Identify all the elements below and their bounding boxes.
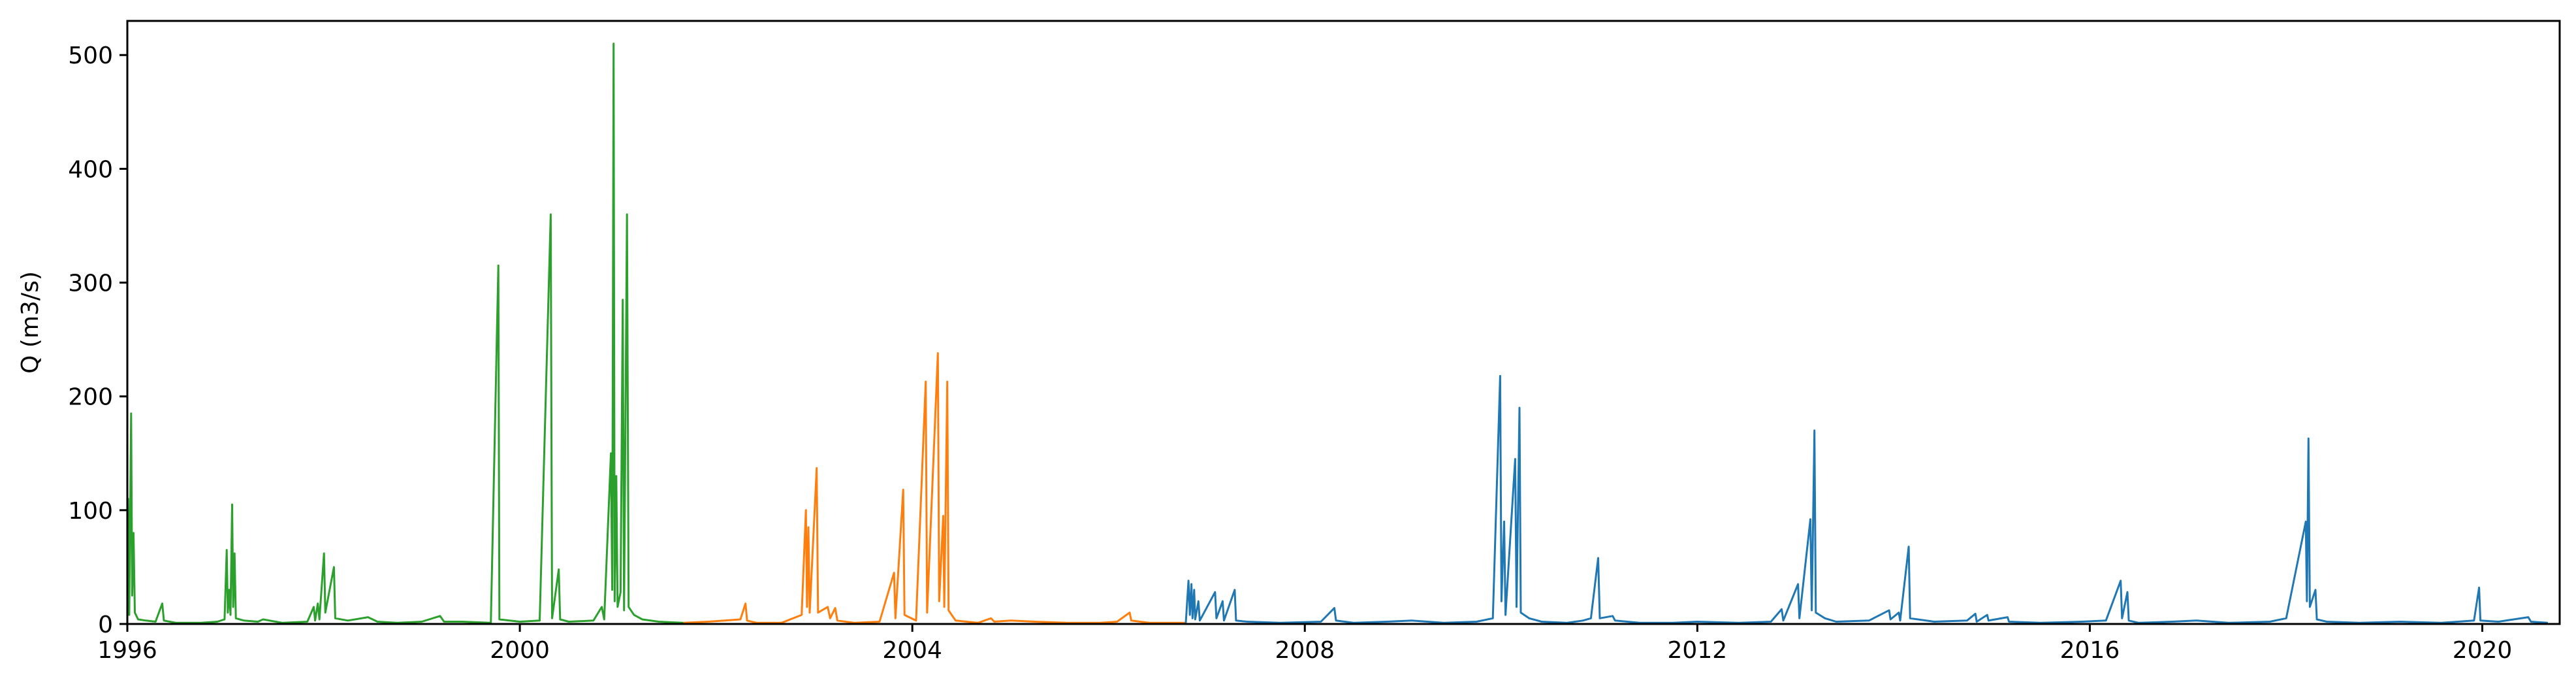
x-tick-label: 2016 — [2060, 637, 2120, 664]
x-tick-label: 2008 — [1275, 637, 1335, 664]
y-axis-ticks: 0 100 200 300 400 500 — [68, 42, 127, 638]
series-line-3 — [1185, 374, 2549, 624]
y-tick-label: 300 — [68, 270, 113, 297]
y-tick-label: 100 — [68, 498, 113, 525]
series-line-2 — [683, 352, 1186, 624]
x-tick-label: 2020 — [2453, 637, 2513, 664]
y-tick-label: 0 — [98, 612, 113, 638]
plot-lines — [126, 42, 2549, 624]
x-tick-label: 2004 — [882, 637, 942, 664]
plot-frame — [126, 20, 2561, 625]
x-tick-label: 1996 — [97, 637, 157, 664]
x-axis-ticks: 1996 2000 2004 2008 2012 2016 2020 — [97, 624, 2512, 664]
y-axis-label: Q (m3/s) — [17, 271, 44, 374]
series-line-1 — [126, 42, 684, 624]
y-tick-label: 200 — [68, 384, 113, 411]
x-tick-label: 2000 — [490, 637, 550, 664]
x-tick-label: 2012 — [1668, 637, 1728, 664]
y-tick-label: 500 — [68, 42, 113, 69]
y-tick-label: 400 — [68, 156, 113, 183]
